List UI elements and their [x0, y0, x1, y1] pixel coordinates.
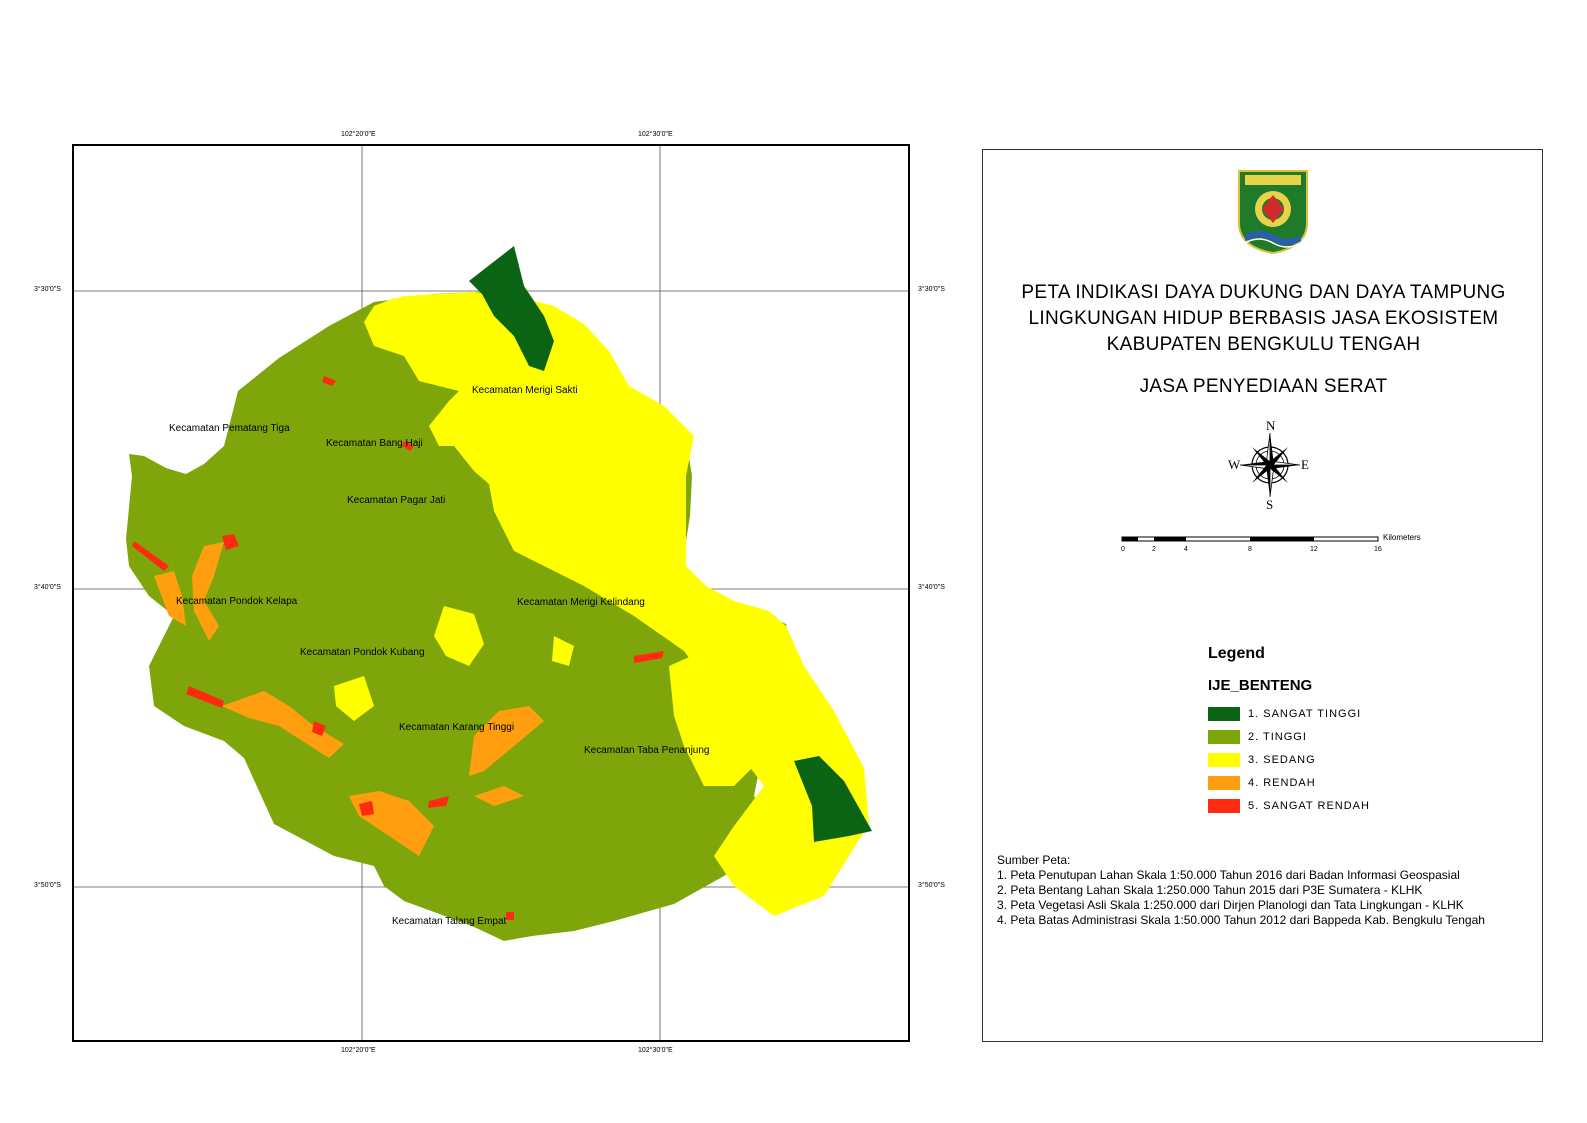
map-sources: Sumber Peta: 1. Peta Penutupan Lahan Ska… — [997, 853, 1542, 928]
legend-swatch — [1208, 775, 1240, 790]
graticule-label-right-mid: 3°40'0"S — [918, 584, 945, 591]
compass-east-label: E — [1301, 457, 1309, 472]
label-bang-haji: Kecamatan Bang Haji — [326, 438, 423, 449]
legend-heading: Legend — [1208, 645, 1265, 662]
label-merigi-sakti: Kecamatan Merigi Sakti — [472, 385, 578, 396]
compass-rose-icon: N S W E — [1228, 420, 1309, 510]
legend-label: 1. SANGAT TINGGI — [1248, 707, 1362, 720]
source-line-3: 3. Peta Vegetasi Asli Skala 1:250.000 da… — [997, 898, 1464, 912]
regency-emblem-logo — [1238, 170, 1308, 255]
legend-label: 2. TINGGI — [1248, 730, 1307, 743]
legend: Legend IJE_BENTENG 1. SANGAT TINGGI 2. T… — [1208, 645, 1508, 817]
compass-west-label: W — [1228, 457, 1241, 472]
label-pematang-tiga: Kecamatan Pematang Tiga — [169, 423, 290, 434]
legend-swatch — [1208, 729, 1240, 744]
label-taba-penanjung: Kecamatan Taba Penanjung — [584, 745, 709, 756]
source-line-1: 1. Peta Penutupan Lahan Skala 1:50.000 T… — [997, 868, 1460, 882]
legend-item-tinggi: 2. TINGGI — [1208, 725, 1508, 748]
label-merigi-kelindang: Kecamatan Merigi Kelindang — [517, 597, 645, 608]
legend-swatch — [1208, 752, 1240, 767]
legend-item-sangat-tinggi: 1. SANGAT TINGGI — [1208, 702, 1508, 725]
scale-tick-4: 4 — [1184, 546, 1188, 553]
district-labels: Kecamatan Merigi Sakti Kecamatan Pematan… — [169, 385, 709, 927]
legend-item-sangat-rendah: 5. SANGAT RENDAH — [1208, 794, 1508, 817]
scale-tick-8: 8 — [1248, 546, 1252, 553]
source-line-4: 4. Peta Batas Administrasi Skala 1:50.00… — [997, 913, 1485, 927]
graticule-label-left-top: 3°30'0"S — [34, 286, 61, 293]
legend-label: 4. RENDAH — [1248, 776, 1316, 789]
label-pondok-kubang: Kecamatan Pondok Kubang — [300, 647, 425, 658]
graticule-label-bottom-right: 102°30'0"E — [638, 1047, 673, 1054]
class-sangat-tinggi-areas — [469, 246, 872, 842]
graticule-label-top-right: 102°30'0"E — [638, 131, 673, 138]
map-title-line-1: PETA INDIKASI DAYA DUKUNG DAN DAYA TAMPU… — [1021, 282, 1506, 303]
layout-panel: PETA INDIKASI DAYA DUKUNG DAN DAYA TAMPU… — [982, 149, 1543, 1042]
scale-tick-0: 0 — [1121, 546, 1125, 553]
graticule-label-left-mid: 3°40'0"S — [34, 584, 61, 591]
class-sangat-rendah-areas — [132, 376, 664, 920]
scale-bar: 0 2 4 8 12 16 Kilometers — [1121, 533, 1421, 553]
graticule-label-bottom-left: 102°20'0"E — [341, 1047, 376, 1054]
legend-swatch — [1208, 706, 1240, 721]
graticule-label-right-bottom: 3°50'0"S — [918, 882, 945, 889]
compass-south-label: S — [1266, 497, 1273, 510]
map-frame[interactable]: Kecamatan Merigi Sakti Kecamatan Pematan… — [72, 144, 910, 1042]
map-title-line-3: KABUPATEN BENGKULU TENGAH — [1106, 334, 1421, 355]
graticule-label-left-bottom: 3°50'0"S — [34, 882, 61, 889]
label-karang-tinggi: Kecamatan Karang Tinggi — [399, 722, 514, 733]
source-line-2: 2. Peta Bentang Lahan Skala 1:250.000 Ta… — [997, 883, 1423, 897]
compass-north-label: N — [1266, 420, 1276, 433]
map-subtitle: JASA PENYEDIAAN SERAT — [1139, 376, 1388, 397]
graticule-label-right-top: 3°30'0"S — [918, 286, 945, 293]
class-sedang-areas — [334, 292, 869, 916]
legend-label: 3. SEDANG — [1248, 753, 1316, 766]
scale-unit-label: Kilometers — [1383, 533, 1421, 542]
legend-item-rendah: 4. RENDAH — [1208, 771, 1508, 794]
legend-item-sedang: 3. SEDANG — [1208, 748, 1508, 771]
map-title-line-2: LINGKUNGAN HIDUP BERBASIS JASA EKOSISTEM — [1028, 308, 1499, 329]
label-pagar-jati: Kecamatan Pagar Jati — [347, 495, 445, 506]
label-pondok-kelapa: Kecamatan Pondok Kelapa — [176, 596, 298, 607]
map-canvas[interactable]: Kecamatan Merigi Sakti Kecamatan Pematan… — [74, 146, 908, 1040]
legend-layer-name: IJE_BENTENG — [1208, 677, 1313, 694]
label-talang-empat: Kecamatan Talang Empat — [392, 916, 507, 927]
scale-tick-12: 12 — [1310, 546, 1318, 553]
scale-tick-2: 2 — [1152, 546, 1156, 553]
legend-label: 5. SANGAT RENDAH — [1248, 799, 1370, 812]
scale-tick-16: 16 — [1374, 546, 1382, 553]
legend-swatch — [1208, 798, 1240, 813]
map-title: PETA INDIKASI DAYA DUKUNG DAN DAYA TAMPU… — [983, 280, 1544, 358]
graticule-label-top-left: 102°20'0"E — [341, 131, 376, 138]
sources-heading: Sumber Peta: — [997, 853, 1071, 867]
